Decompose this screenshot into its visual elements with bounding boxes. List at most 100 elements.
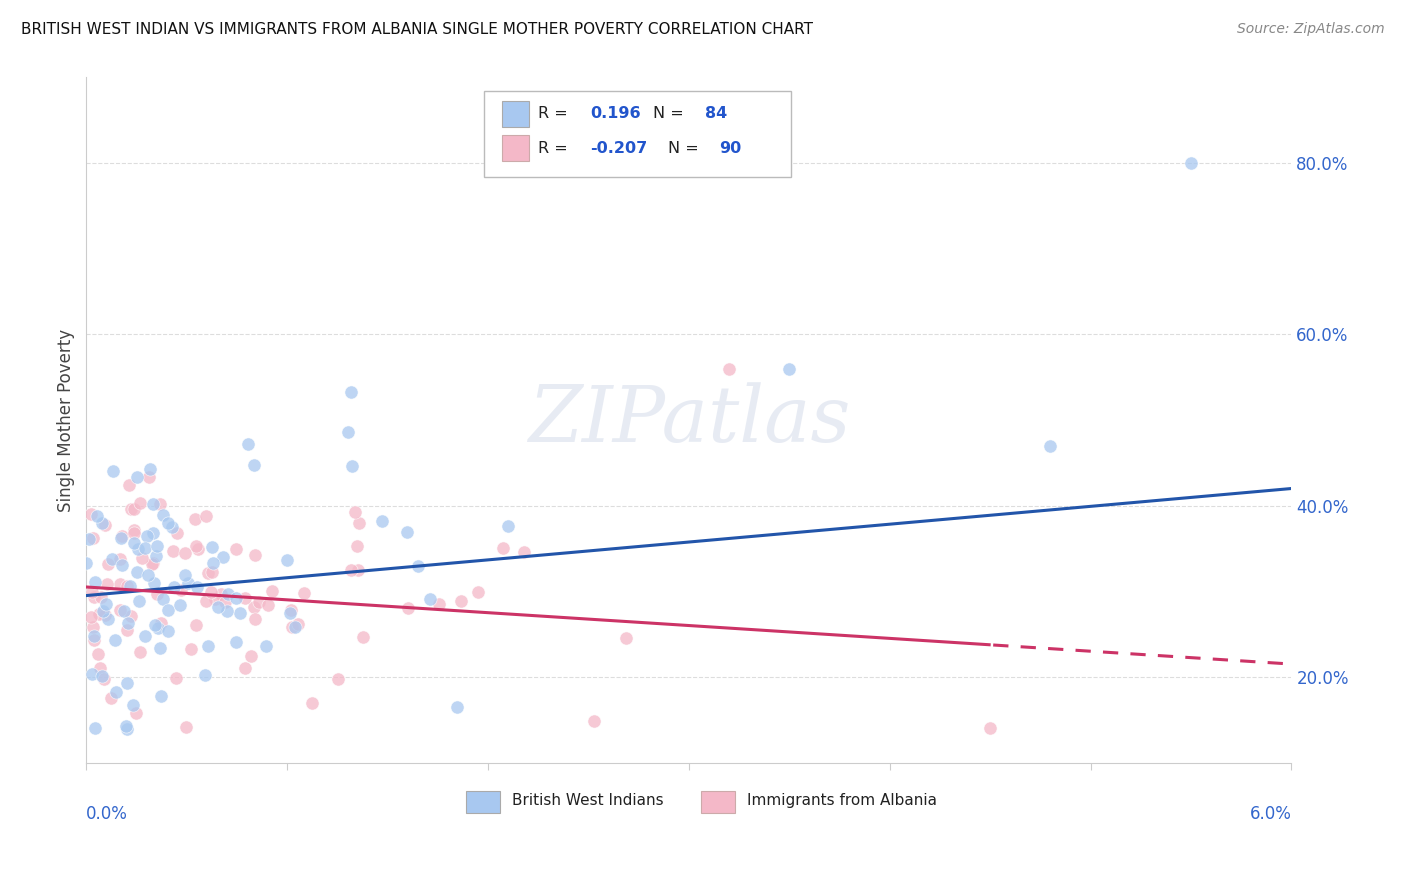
Point <box>79 610 101 624</box>
Text: R =: R = <box>538 106 574 121</box>
Point <box>281 620 304 634</box>
Point <box>197 640 219 654</box>
Point <box>117 615 139 630</box>
Point <box>186 618 208 632</box>
Point <box>340 563 363 577</box>
Point <box>87 647 110 661</box>
Point <box>163 580 186 594</box>
Point <box>97 558 120 572</box>
Point <box>104 633 127 648</box>
Point <box>174 720 197 734</box>
Point <box>201 541 224 555</box>
Point <box>101 464 124 478</box>
Point <box>82 619 104 633</box>
Point <box>166 525 188 540</box>
Text: 6.0%: 6.0% <box>1250 805 1292 823</box>
Point <box>90 590 112 604</box>
Point <box>214 594 236 608</box>
Point <box>104 684 127 698</box>
Point <box>450 594 472 608</box>
Point <box>90 669 112 683</box>
Point <box>110 576 132 591</box>
Point <box>75 557 97 571</box>
Point <box>149 497 172 511</box>
Point <box>233 661 256 675</box>
Point <box>108 603 131 617</box>
Text: 84: 84 <box>704 106 727 121</box>
Point <box>94 518 117 533</box>
Point <box>149 689 172 703</box>
Point <box>115 722 138 736</box>
Point <box>583 714 606 729</box>
Point <box>419 592 441 607</box>
Point <box>93 672 115 686</box>
Point <box>83 633 105 648</box>
Point <box>87 607 110 622</box>
Point <box>82 531 104 545</box>
Point <box>343 505 366 519</box>
Point <box>194 508 217 523</box>
Point <box>169 582 191 597</box>
Point <box>157 624 180 639</box>
Point <box>128 495 150 509</box>
Point <box>134 541 156 555</box>
Point <box>124 502 146 516</box>
Point <box>187 541 209 556</box>
Point <box>165 671 187 685</box>
Point <box>149 640 172 655</box>
Point <box>121 698 143 713</box>
Point <box>328 672 350 686</box>
Point <box>243 599 266 614</box>
Point <box>146 540 169 554</box>
Point <box>211 549 233 564</box>
Point <box>176 575 198 590</box>
Point <box>245 548 267 562</box>
Point <box>83 590 105 604</box>
Point <box>94 608 117 623</box>
Point <box>371 514 394 528</box>
Point <box>89 660 111 674</box>
Point <box>467 585 489 599</box>
Point <box>292 586 315 600</box>
Point <box>340 459 363 474</box>
Point <box>110 531 132 545</box>
Point <box>114 719 136 733</box>
Text: ZIPatlas: ZIPatlas <box>527 382 851 458</box>
Point <box>124 536 146 550</box>
Point <box>180 642 202 657</box>
Point <box>134 629 156 643</box>
Point <box>91 604 114 618</box>
Point <box>100 691 122 706</box>
Point <box>122 525 145 540</box>
Bar <box>502 101 529 127</box>
Point <box>207 599 229 614</box>
Point <box>97 612 120 626</box>
Point <box>145 549 167 563</box>
Point <box>173 546 195 560</box>
Point <box>614 631 637 645</box>
Point <box>112 604 135 618</box>
Point <box>215 604 238 618</box>
Point <box>138 469 160 483</box>
Point <box>91 516 114 530</box>
Point <box>233 591 256 606</box>
Point <box>395 525 418 540</box>
Point <box>718 361 741 376</box>
Text: -0.207: -0.207 <box>591 141 647 155</box>
Point <box>492 541 515 555</box>
Point <box>146 622 169 636</box>
Point <box>120 502 142 516</box>
Point <box>162 543 184 558</box>
Point <box>396 600 419 615</box>
Point <box>186 580 208 594</box>
Point <box>346 539 368 553</box>
Point <box>142 497 165 511</box>
Point <box>228 607 250 621</box>
Point <box>146 587 169 601</box>
Point <box>239 648 262 663</box>
Point <box>979 721 1001 735</box>
Point <box>120 608 142 623</box>
Point <box>301 696 323 710</box>
Point <box>86 508 108 523</box>
Point <box>427 597 450 611</box>
